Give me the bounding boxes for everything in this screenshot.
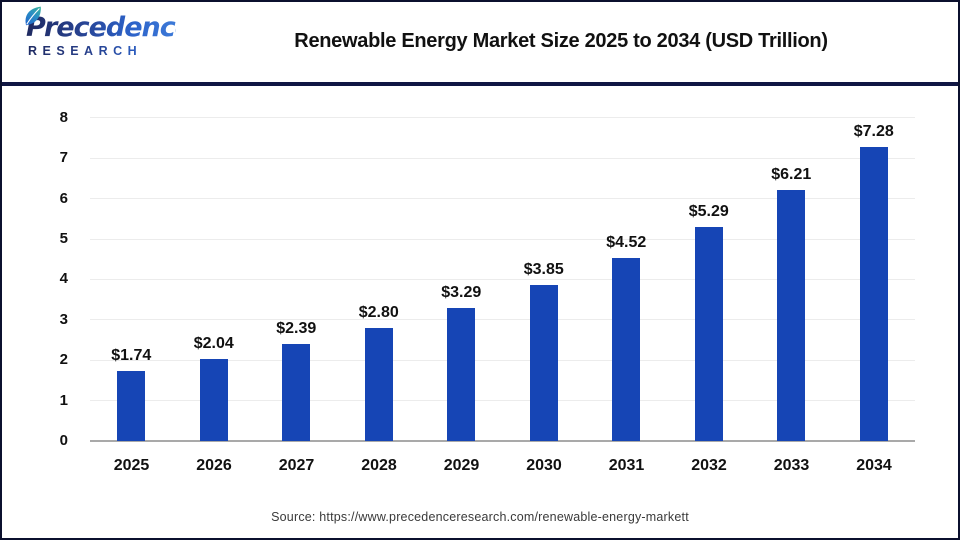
x-axis-tick-label: 2032: [691, 457, 727, 474]
source-text: Source: https://www.precedenceresearch.c…: [271, 510, 689, 524]
y-axis-tick-label: 1: [59, 391, 68, 409]
bar-value-label: $3.85: [523, 261, 564, 279]
bar: [529, 285, 558, 441]
gridline: [90, 157, 915, 159]
x-axis-tick-label: 2028: [361, 457, 397, 474]
x-axis-tick-label: 2029: [443, 457, 480, 474]
x-axis-tick-label: 2027: [278, 457, 315, 474]
header: Precedence RESEARCH Renewable Energy Mar…: [2, 2, 958, 82]
bar-value-label: $2.04: [193, 334, 234, 352]
chart-title: Renewable Energy Market Size 2025 to 203…: [294, 30, 828, 52]
bar: [117, 370, 146, 441]
bar-value-label: $7.28: [853, 122, 894, 140]
bar-value-label: $2.39: [276, 320, 317, 338]
bar: [199, 358, 228, 441]
gridline: [90, 400, 915, 402]
y-axis-tick-label: 7: [59, 149, 68, 167]
x-axis-tick-label: 2033: [773, 457, 810, 474]
y-axis-tick-label: 6: [59, 189, 68, 207]
bar-value-label: $3.29: [441, 284, 482, 302]
bar: [282, 344, 311, 441]
x-axis-tick-label: 2025: [113, 457, 150, 474]
y-axis-tick-label: 3: [59, 310, 68, 328]
leaf-icon: [25, 6, 41, 26]
x-axis-tick-label: 2031: [608, 457, 645, 474]
bar-value-label: $4.52: [606, 234, 647, 252]
bar: [777, 190, 806, 441]
bar: [612, 258, 641, 441]
y-axis-tick-label: 4: [59, 270, 68, 288]
gridline: [90, 359, 915, 361]
logo-precedence-research: Precedence RESEARCH: [25, 6, 193, 71]
bar-value-label: $1.74: [111, 346, 152, 364]
y-axis-tick-label: 0: [59, 432, 68, 449]
header-divider: [2, 82, 958, 86]
bar: [859, 146, 888, 441]
gridline: [90, 238, 915, 240]
y-axis-tick-label: 2: [59, 351, 68, 369]
x-axis-tick-label: 2026: [196, 457, 232, 474]
gridline: [90, 319, 915, 321]
x-axis-tick-label: 2030: [526, 457, 562, 474]
y-axis-tick-label: 5: [59, 230, 68, 247]
x-axis-line: [90, 440, 915, 442]
bar: [364, 327, 393, 441]
y-axis-tick-label: 8: [59, 108, 68, 126]
logo-wordmark: Precedence: [26, 12, 193, 43]
gridline: [90, 278, 915, 280]
bar-value-label: $2.80: [358, 303, 399, 321]
x-axis-tick-label: 2034: [856, 457, 892, 474]
bar: [447, 308, 476, 441]
bar-value-label: $6.21: [771, 166, 812, 184]
gridline: [90, 117, 915, 119]
logo-subtext: RESEARCH: [26, 44, 176, 58]
bar-value-label: $5.29: [688, 203, 729, 221]
bar: [694, 227, 723, 441]
gridline: [90, 198, 915, 200]
